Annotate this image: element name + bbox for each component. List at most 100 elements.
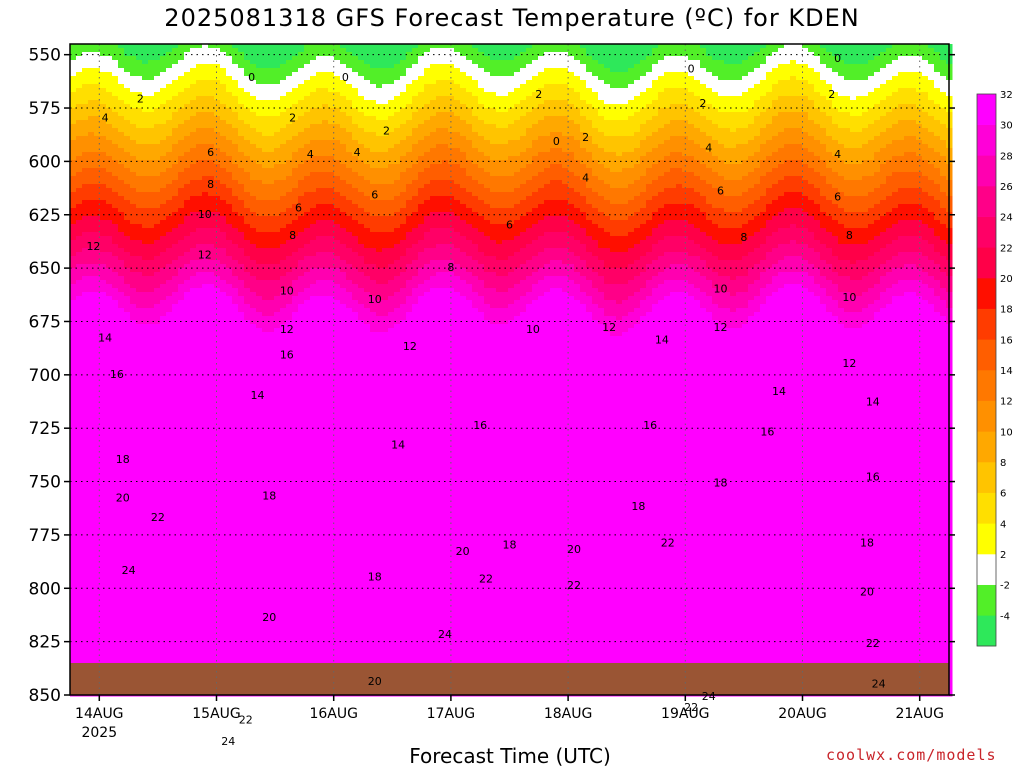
temperature-cell <box>220 56 227 61</box>
temperature-cell <box>232 592 239 597</box>
temperature-cell <box>154 436 161 441</box>
temperature-cell <box>124 484 131 489</box>
temperature-cell <box>178 132 185 137</box>
temperature-cell <box>136 172 143 177</box>
temperature-cell <box>178 580 185 585</box>
temperature-cell <box>196 536 203 541</box>
temperature-cell <box>124 540 131 545</box>
temperature-cell <box>214 512 221 517</box>
temperature-cell <box>166 616 173 621</box>
temperature-cell <box>76 432 83 437</box>
temperature-cell <box>172 604 179 609</box>
temperature-cell <box>136 344 143 349</box>
temperature-cell <box>154 236 161 241</box>
temperature-cell <box>130 460 137 465</box>
temperature-cell <box>208 92 215 97</box>
temperature-cell <box>250 280 257 285</box>
temperature-cell <box>190 280 197 285</box>
temperature-cell <box>124 60 131 65</box>
temperature-cell <box>124 624 131 629</box>
temperature-cell <box>172 256 179 261</box>
temperature-cell <box>130 72 137 77</box>
temperature-cell <box>142 640 149 645</box>
temperature-cell <box>232 112 239 117</box>
temperature-cell <box>88 308 95 313</box>
temperature-cell <box>130 240 137 245</box>
temperature-cell <box>202 640 209 645</box>
temperature-cell <box>232 500 239 505</box>
temperature-cell <box>166 488 173 493</box>
temperature-cell <box>88 432 95 437</box>
temperature-cell <box>142 364 149 369</box>
temperature-cell <box>124 168 131 173</box>
temperature-cell <box>208 88 215 93</box>
temperature-cell <box>208 164 215 169</box>
temperature-cell <box>178 328 185 333</box>
temperature-cell <box>70 644 77 649</box>
temperature-cell <box>118 200 125 205</box>
temperature-cell <box>82 68 89 73</box>
temperature-cell <box>70 548 77 553</box>
temperature-cell <box>136 204 143 209</box>
temperature-cell <box>130 344 137 349</box>
temperature-cell <box>88 540 95 545</box>
temperature-cell <box>238 564 245 569</box>
temperature-cell <box>154 484 161 489</box>
temperature-cell <box>118 616 125 621</box>
temperature-cell <box>232 92 239 97</box>
temperature-cell <box>118 592 125 597</box>
temperature-cell <box>244 464 251 469</box>
temperature-cell <box>160 528 167 533</box>
temperature-cell <box>100 128 107 133</box>
temperature-cell <box>148 464 155 469</box>
temperature-cell <box>160 236 167 241</box>
temperature-cell <box>142 288 149 293</box>
temperature-cell <box>130 228 137 233</box>
temperature-cell <box>214 564 221 569</box>
temperature-cell <box>160 288 167 293</box>
temperature-cell <box>196 400 203 405</box>
temperature-cell <box>136 520 143 525</box>
temperature-cell <box>136 476 143 481</box>
temperature-cell <box>220 244 227 249</box>
temperature-cell <box>70 480 77 485</box>
temperature-cell <box>112 84 119 89</box>
temperature-cell <box>214 300 221 305</box>
temperature-cell <box>184 408 191 413</box>
temperature-cell <box>226 104 233 109</box>
temperature-cell <box>130 336 137 341</box>
temperature-cell <box>226 368 233 373</box>
temperature-cell <box>70 120 77 125</box>
temperature-cell <box>244 308 251 313</box>
temperature-cell <box>70 400 77 405</box>
temperature-cell <box>172 228 179 233</box>
temperature-cell <box>130 516 137 521</box>
temperature-cell <box>70 576 77 581</box>
temperature-cell <box>100 88 107 93</box>
temperature-cell <box>220 552 227 557</box>
temperature-cell <box>130 176 137 181</box>
temperature-cell <box>166 564 173 569</box>
temperature-cell <box>154 152 161 157</box>
temperature-cell <box>106 168 113 173</box>
temperature-cell <box>172 48 179 53</box>
temperature-cell <box>88 100 95 105</box>
temperature-cell <box>184 308 191 313</box>
temperature-cell <box>232 420 239 425</box>
temperature-cell <box>226 364 233 369</box>
temperature-cell <box>190 120 197 125</box>
temperature-cell <box>100 100 107 105</box>
temperature-cell <box>154 384 161 389</box>
temperature-cell <box>160 296 167 301</box>
temperature-cell <box>238 632 245 637</box>
temperature-cell <box>238 496 245 501</box>
temperature-cell <box>76 440 83 445</box>
temperature-cell <box>208 324 215 329</box>
temperature-cell <box>178 624 185 629</box>
temperature-cell <box>124 276 131 281</box>
temperature-cell <box>202 344 209 349</box>
temperature-cell <box>238 268 245 273</box>
temperature-cell <box>88 116 95 121</box>
temperature-cell <box>214 304 221 309</box>
temperature-cell <box>238 568 245 573</box>
